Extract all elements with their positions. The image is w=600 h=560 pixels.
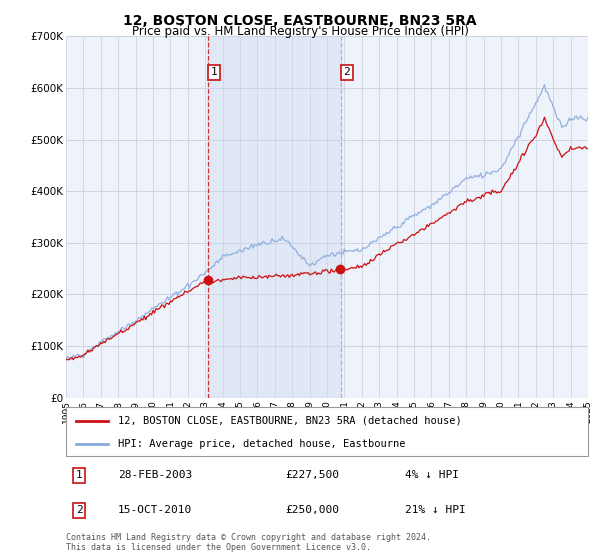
Text: 4% ↓ HPI: 4% ↓ HPI <box>406 470 460 480</box>
Text: Contains HM Land Registry data © Crown copyright and database right 2024.: Contains HM Land Registry data © Crown c… <box>66 533 431 542</box>
Text: HPI: Average price, detached house, Eastbourne: HPI: Average price, detached house, East… <box>118 439 406 449</box>
Text: 15-OCT-2010: 15-OCT-2010 <box>118 505 193 515</box>
FancyBboxPatch shape <box>66 407 588 456</box>
Text: 1: 1 <box>211 67 217 77</box>
Text: 12, BOSTON CLOSE, EASTBOURNE, BN23 5RA (detached house): 12, BOSTON CLOSE, EASTBOURNE, BN23 5RA (… <box>118 416 462 426</box>
Text: This data is licensed under the Open Government Licence v3.0.: This data is licensed under the Open Gov… <box>66 543 371 552</box>
Text: 1: 1 <box>76 470 82 480</box>
Text: £227,500: £227,500 <box>285 470 339 480</box>
Bar <box>208 36 341 398</box>
Text: Price paid vs. HM Land Registry's House Price Index (HPI): Price paid vs. HM Land Registry's House … <box>131 25 469 38</box>
Text: 28-FEB-2003: 28-FEB-2003 <box>118 470 193 480</box>
Text: 2: 2 <box>343 67 350 77</box>
Text: 21% ↓ HPI: 21% ↓ HPI <box>406 505 466 515</box>
Text: £250,000: £250,000 <box>285 505 339 515</box>
Text: 12, BOSTON CLOSE, EASTBOURNE, BN23 5RA: 12, BOSTON CLOSE, EASTBOURNE, BN23 5RA <box>123 14 477 28</box>
Text: 2: 2 <box>76 505 82 515</box>
